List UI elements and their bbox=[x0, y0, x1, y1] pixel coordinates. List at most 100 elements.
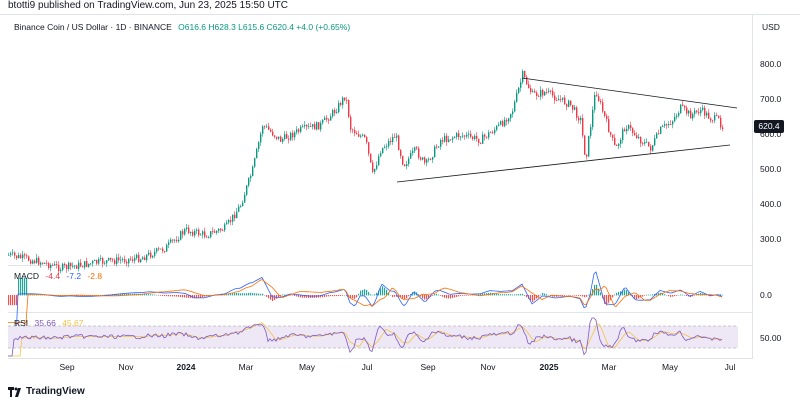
price-candle bbox=[160, 248, 162, 250]
macd-histogram-bar bbox=[638, 295, 640, 299]
price-candle bbox=[130, 258, 132, 260]
rsi-pane[interactable] bbox=[8, 313, 753, 359]
symbol-title[interactable]: Binance Coin / US Dollar · 1D · BINANCE bbox=[14, 22, 172, 32]
macd-histogram-bar bbox=[166, 295, 168, 297]
price-candle bbox=[322, 119, 324, 123]
price-candle bbox=[28, 256, 30, 261]
price-candle bbox=[122, 259, 124, 260]
price-candle bbox=[70, 262, 72, 267]
price-candle bbox=[660, 126, 662, 134]
price-candle bbox=[474, 135, 476, 139]
macd-legend[interactable]: MACD -4.4 -7.2 -2.8 bbox=[14, 271, 106, 281]
time-axis[interactable]: Sep Nov 2024 Mar May Jul Sep Nov 2025 Ma… bbox=[8, 360, 752, 374]
macd-histogram-bar bbox=[272, 295, 274, 302]
price-candle bbox=[676, 115, 678, 117]
price-candle bbox=[418, 148, 420, 158]
price-candle bbox=[232, 214, 234, 222]
time-label: May bbox=[661, 362, 679, 372]
price-candle bbox=[572, 105, 574, 110]
macd-histogram-bar bbox=[534, 295, 536, 301]
tradingview-footer[interactable]: TradingView bbox=[8, 386, 85, 397]
macd-histogram-bar bbox=[248, 292, 250, 296]
macd-histogram-bar bbox=[34, 294, 36, 296]
symbol-legend[interactable]: Binance Coin / US Dollar · 1D · BINANCE … bbox=[14, 22, 350, 32]
currency-label[interactable]: USD bbox=[762, 22, 780, 32]
price-candle bbox=[544, 91, 546, 96]
macd-histogram-bar bbox=[278, 295, 280, 298]
macd-histogram-bar bbox=[144, 294, 146, 296]
price-candle bbox=[362, 134, 364, 136]
price-candle bbox=[528, 84, 530, 89]
macd-histogram-bar bbox=[252, 293, 254, 296]
price-candle bbox=[482, 134, 484, 144]
price-candle bbox=[98, 259, 100, 264]
macd-histogram-bar bbox=[172, 295, 174, 297]
price-candle bbox=[16, 255, 18, 259]
price-candle bbox=[166, 244, 168, 252]
macd-histogram-bar bbox=[98, 295, 100, 296]
price-candle bbox=[238, 206, 240, 212]
macd-histogram-bar bbox=[24, 277, 26, 296]
rsi-legend[interactable]: RSI 35.66 45.67 bbox=[14, 318, 87, 328]
macd-pane[interactable] bbox=[8, 266, 753, 313]
price-candle bbox=[438, 146, 440, 148]
macd-histogram-bar bbox=[224, 294, 226, 296]
price-candle bbox=[198, 229, 200, 236]
price-candle bbox=[156, 248, 158, 252]
price-candle bbox=[102, 258, 104, 264]
price-candle bbox=[26, 255, 28, 257]
price-candle bbox=[684, 105, 686, 108]
macd-histogram-bar bbox=[576, 295, 578, 296]
price-candle bbox=[108, 257, 110, 261]
macd-histogram-bar bbox=[146, 294, 148, 296]
macd-histogram-bar bbox=[686, 295, 688, 297]
macd-histogram-bar bbox=[298, 295, 300, 297]
rsi-axis[interactable]: 50.00 bbox=[752, 313, 800, 358]
macd-histogram-bar bbox=[338, 295, 340, 297]
macd-histogram-bar bbox=[324, 295, 326, 297]
price-candle bbox=[196, 229, 198, 231]
macd-histogram-bar bbox=[428, 295, 430, 299]
macd-histogram-bar bbox=[266, 295, 268, 297]
macd-histogram-bar bbox=[434, 294, 436, 296]
price-candle bbox=[662, 125, 664, 127]
price-candle bbox=[370, 153, 372, 163]
price-candle bbox=[228, 220, 230, 223]
macd-histogram-bar bbox=[422, 295, 424, 299]
price-candle bbox=[618, 143, 620, 146]
macd-histogram-bar bbox=[664, 294, 666, 296]
macd-histogram-bar bbox=[408, 295, 410, 297]
price-candle bbox=[388, 140, 390, 147]
macd-histogram-bar bbox=[608, 295, 610, 303]
price-candle bbox=[432, 157, 434, 160]
price-candle bbox=[706, 112, 708, 116]
price-candle bbox=[240, 206, 242, 207]
macd-histogram-bar bbox=[154, 294, 156, 296]
macd-histogram-bar bbox=[518, 294, 520, 296]
price-candle bbox=[616, 144, 618, 146]
macd-histogram-bar bbox=[436, 293, 438, 296]
price-candle bbox=[274, 135, 276, 137]
macd-histogram-bar bbox=[426, 295, 428, 300]
price-candle bbox=[646, 141, 648, 143]
macd-axis[interactable]: 0.0 bbox=[752, 266, 800, 312]
price-candle bbox=[568, 100, 570, 107]
macd-line bbox=[8, 271, 723, 340]
macd-histogram-bar bbox=[526, 295, 528, 298]
price-candle bbox=[530, 88, 532, 93]
price-candle bbox=[40, 262, 42, 265]
macd-histogram-bar bbox=[356, 295, 358, 298]
price-candle bbox=[434, 146, 436, 158]
macd-histogram-bar bbox=[694, 295, 696, 296]
price-candle bbox=[652, 145, 654, 151]
macd-histogram-bar bbox=[508, 294, 510, 296]
macd-histogram-bar bbox=[234, 293, 236, 296]
price-axis[interactable]: 800.0 700.0 600.0 500.0 400.0 300.0 bbox=[752, 15, 800, 265]
macd-histogram-bar bbox=[450, 295, 452, 299]
price-pane[interactable] bbox=[8, 15, 753, 266]
price-candle bbox=[326, 117, 328, 120]
price-candle bbox=[60, 269, 62, 272]
price-candle bbox=[490, 132, 492, 134]
macd-value-2: -7.2 bbox=[66, 271, 82, 281]
